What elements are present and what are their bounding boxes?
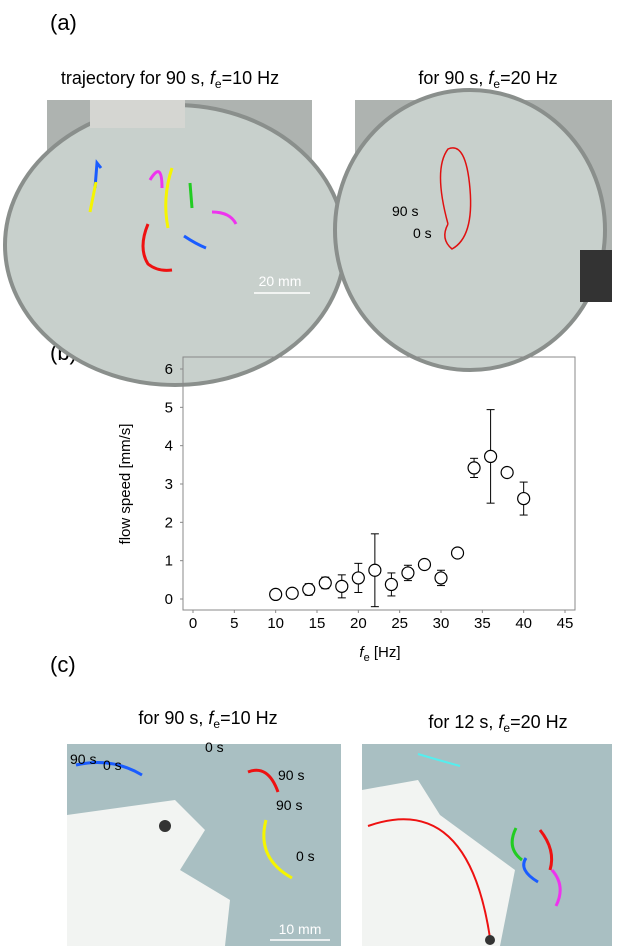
caption-sub: e <box>503 721 510 735</box>
data-point <box>417 557 432 572</box>
data-point <box>302 582 316 597</box>
data-point <box>484 449 498 463</box>
time-label: 0 s <box>205 739 224 755</box>
x-label-text: [Hz] <box>370 644 401 661</box>
x-tick-label: 30 <box>433 615 450 632</box>
caption: for 12 s, fe=20 Hz <box>428 712 567 735</box>
caption-sub: e <box>493 77 500 91</box>
time-label: 0 s <box>103 757 122 773</box>
caption-sub: e <box>213 717 220 731</box>
caption-var: f <box>498 712 505 732</box>
data-point <box>467 461 481 475</box>
x-tick-label: 25 <box>391 615 408 632</box>
caption-text: for 90 s, <box>138 708 208 728</box>
photo: 90 s 0 s 0 s 90 s 90 s 0 s 10 mm <box>67 739 341 946</box>
x-tick-label: 20 <box>350 615 367 632</box>
x-tick-label: 5 <box>230 615 238 632</box>
caption: for 90 s, fe=20 Hz <box>418 68 557 91</box>
y-tick-label: 2 <box>165 514 173 531</box>
x-label-var: f <box>359 644 365 661</box>
time-label: 0 s <box>296 848 315 864</box>
scale-label: 10 mm <box>279 921 322 937</box>
data-point <box>434 571 448 585</box>
y-axis-label: flow speed [mm/s] <box>117 424 134 545</box>
caption-text: =20 Hz <box>510 712 568 732</box>
data-point <box>500 465 514 480</box>
caption-text: =10 Hz <box>220 708 278 728</box>
caption-text: for 12 s, <box>428 712 498 732</box>
x-tick-label: 40 <box>515 615 532 632</box>
x-tick-label: 35 <box>474 615 491 632</box>
data-point <box>384 577 398 592</box>
y-tick-label: 5 <box>165 399 173 416</box>
data-point <box>351 571 365 585</box>
y-tick-label: 0 <box>165 591 173 608</box>
data-point <box>335 579 349 593</box>
x-tick-label: 0 <box>189 615 197 632</box>
time-label: 0 s <box>413 225 432 241</box>
photo: 90 s 0 s <box>333 88 612 372</box>
data-point <box>401 566 415 580</box>
x-tick-label: 45 <box>557 615 574 632</box>
caption-var: f <box>210 68 217 88</box>
caption: trajectory for 90 s, fe=10 Hz <box>61 68 279 91</box>
y-tick-label: 1 <box>165 553 173 570</box>
caption-sub: e <box>215 77 222 91</box>
x-label-sub: e <box>364 652 370 664</box>
data-point <box>318 576 332 590</box>
caption-text: =10 Hz <box>222 68 280 88</box>
caption-var: f <box>488 68 495 88</box>
caption-text: trajectory for 90 s, <box>61 68 210 88</box>
caption-text: for 90 s, <box>418 68 488 88</box>
data-point <box>517 491 531 506</box>
panel-label: (c) <box>50 652 76 677</box>
x-axis-label: fe [Hz] <box>359 644 400 664</box>
scale-label: 20 mm <box>259 273 302 289</box>
time-label: 90 s <box>276 797 302 813</box>
photo <box>362 744 612 946</box>
caption: for 90 s, fe=10 Hz <box>138 708 277 731</box>
data-point <box>450 546 465 560</box>
x-tick-label: 10 <box>267 615 284 632</box>
y-tick-label: 4 <box>165 438 173 455</box>
y-tick-label: 6 <box>165 361 173 378</box>
data-point <box>285 586 299 600</box>
y-tick-label: 3 <box>165 476 173 493</box>
time-label: 90 s <box>278 767 304 783</box>
caption-text: =20 Hz <box>500 68 558 88</box>
photo: 20 mm <box>3 100 347 387</box>
panel-label: (a) <box>50 10 77 35</box>
caption-var: f <box>208 708 215 728</box>
data-point <box>269 587 283 602</box>
x-tick-label: 15 <box>309 615 326 632</box>
data-point <box>368 563 382 577</box>
time-label: 90 s <box>392 203 418 219</box>
time-label: 90 s <box>70 751 96 767</box>
